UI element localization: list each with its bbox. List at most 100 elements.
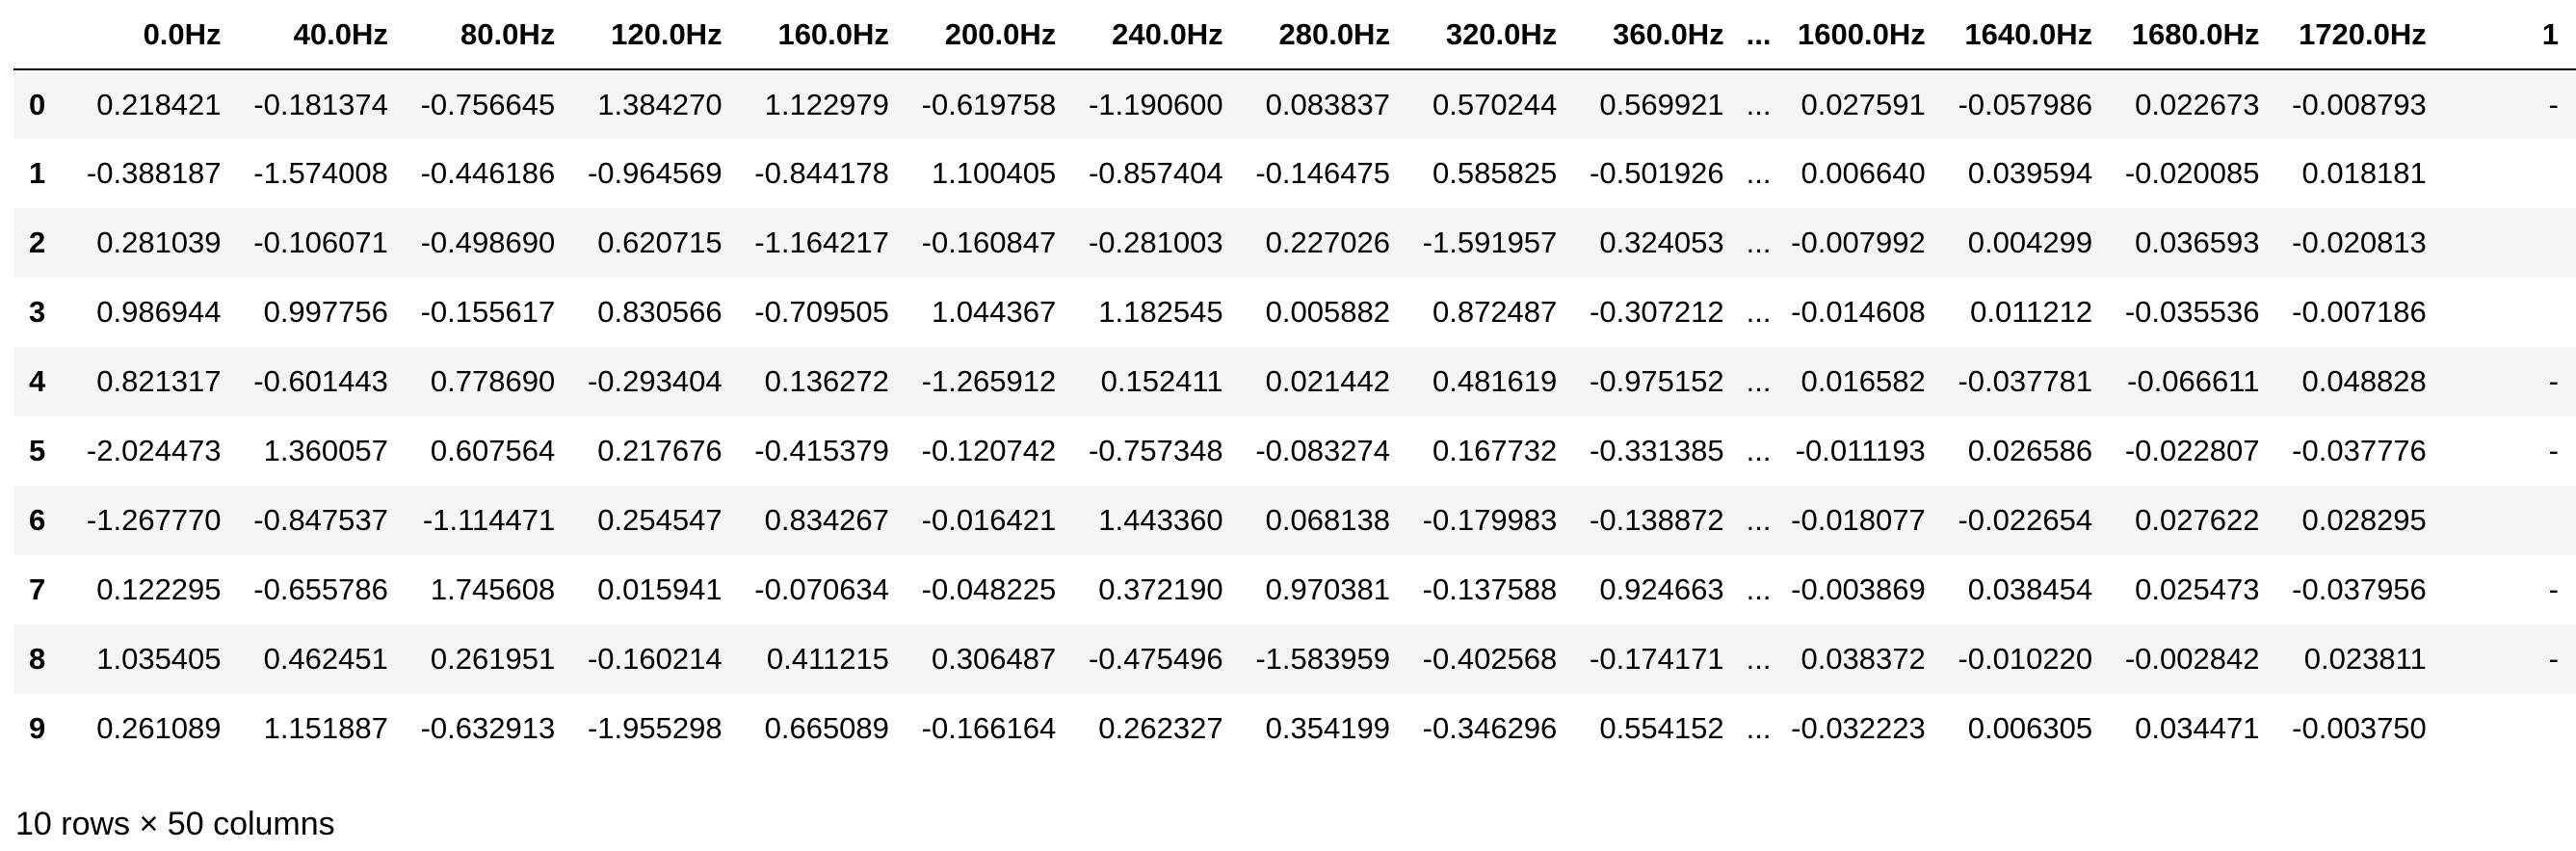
row-index: 5 — [29, 434, 46, 467]
truncated-cell: - — [2443, 347, 2576, 416]
header-row: 0.0Hz 40.0Hz 80.0Hz 120.0Hz 160.0Hz 200.0Hz 24… — [13, 0, 2576, 70]
table-row: 2 0.281039 -0.106071 -0.498690 0.620715 -1.16… — [13, 208, 2576, 278]
table-cell: 0.152411 — [1073, 347, 1241, 416]
table-cell: 0.997756 — [263, 295, 388, 329]
table-cell: -0.402568 — [1406, 625, 1575, 694]
table-cell: -0.709505 — [754, 295, 889, 329]
table-cell: -0.155617 — [420, 295, 556, 329]
table-cell: 1.443360 — [1073, 486, 1241, 555]
table-cell: 0.122295 — [96, 572, 222, 606]
table-cell: -0.020085 — [2124, 156, 2260, 190]
row-index: 7 — [29, 572, 46, 606]
table-cell: -0.007186 — [2292, 295, 2427, 329]
table-cell: -0.016421 — [906, 486, 1074, 555]
table-cell: 0.006305 — [1967, 711, 2093, 745]
table-cell: 0.027622 — [2110, 486, 2277, 555]
table-cell: -0.010220 — [1942, 625, 2111, 694]
table-cell: 0.411215 — [739, 625, 907, 694]
table-cell: 0.970381 — [1265, 572, 1390, 606]
table-cell: -0.022807 — [2124, 434, 2260, 467]
table-cell: 0.217676 — [597, 434, 723, 467]
table-cell: -0.011193 — [1795, 434, 1926, 467]
table-cell: -0.003869 — [1791, 572, 1926, 606]
table-cell: 0.821317 — [71, 347, 239, 416]
table-cell: 0.005882 — [1265, 295, 1390, 329]
row-index: 8 — [13, 625, 72, 694]
index-header — [13, 0, 72, 70]
table-cell: 0.281039 — [71, 208, 239, 278]
table-cell: -0.002842 — [2110, 625, 2277, 694]
table-cell: -0.964569 — [587, 156, 723, 190]
table-cell: -0.037781 — [1942, 347, 2111, 416]
table-header: 0.0Hz 40.0Hz 80.0Hz 120.0Hz 160.0Hz 200.0Hz 24… — [13, 0, 2576, 70]
table-cell: -0.146475 — [1255, 156, 1390, 190]
table-cell: -1.574008 — [253, 156, 388, 190]
table-cell: -0.501926 — [1590, 156, 1724, 190]
truncated-cell — [2443, 208, 2576, 278]
table-cell: 0.218421 — [71, 69, 239, 139]
table-cell: -0.388187 — [86, 156, 222, 190]
ellipsis-cell: ... — [1746, 434, 1772, 467]
table-cell: -1.591957 — [1406, 208, 1575, 278]
table-cell: -1.164217 — [739, 208, 907, 278]
table-cell: 0.872487 — [1432, 295, 1558, 329]
table-cell: 1.182545 — [1098, 295, 1223, 329]
table-cell: -0.032223 — [1791, 711, 1926, 745]
ellipsis-cell: ... — [1741, 347, 1776, 416]
table-cell: 0.028295 — [2276, 486, 2444, 555]
ellipsis-cell: ... — [1741, 486, 1776, 555]
ellipsis-cell: ... — [1746, 156, 1772, 190]
ellipsis-cell: ... — [1741, 208, 1776, 278]
table-cell: -2.024473 — [86, 434, 222, 467]
table-cell: 0.570244 — [1406, 69, 1575, 139]
table-cell: 0.324053 — [1574, 208, 1742, 278]
table-cell: 0.036593 — [2110, 208, 2277, 278]
column-header: 120.0Hz — [572, 0, 740, 70]
column-header: 1600.0Hz — [1775, 0, 1943, 70]
column-header: 80.0Hz — [405, 0, 573, 70]
table-cell: -0.020813 — [2276, 208, 2444, 278]
table-cell: 0.004299 — [1942, 208, 2111, 278]
row-index: 2 — [13, 208, 72, 278]
table-row: 8 1.035405 0.462451 0.261951 -0.160214 0.4112… — [13, 625, 2576, 694]
table-cell: -0.035536 — [2124, 295, 2260, 329]
table-row: 3 0.986944 0.997756 -0.155617 0.830566 -0.709… — [13, 278, 2576, 347]
table-cell: 0.262327 — [1098, 711, 1223, 745]
table-body: 0 0.218421 -0.181374 -0.756645 1.384270 1.122… — [13, 69, 2576, 763]
table-cell: 0.038454 — [1967, 572, 2093, 606]
row-index: 4 — [13, 347, 72, 416]
table-cell: 0.048828 — [2276, 347, 2444, 416]
table-cell: -0.619758 — [906, 69, 1074, 139]
truncated-cell — [2444, 694, 2576, 763]
table-cell: -0.632913 — [420, 711, 556, 745]
truncated-cell: - — [2443, 625, 2576, 694]
table-cell: -0.014608 — [1791, 295, 1926, 329]
table-cell: 0.021442 — [1240, 347, 1407, 416]
table-cell: -0.293404 — [572, 347, 740, 416]
table-row: 1 -0.388187 -1.574008 -0.446186 -0.964569 -0.… — [13, 139, 2576, 208]
table-cell: 1.044367 — [931, 295, 1057, 329]
table-cell: -0.181374 — [238, 69, 406, 139]
table-cell: -0.446186 — [420, 156, 556, 190]
table-cell: 0.034471 — [2135, 711, 2260, 745]
table-cell: 0.018181 — [2301, 156, 2427, 190]
table-cell: -0.083274 — [1255, 434, 1390, 467]
row-index: 1 — [29, 156, 46, 190]
table-cell: -0.281003 — [1073, 208, 1241, 278]
truncated-cell — [2443, 486, 2576, 555]
column-header: 1640.0Hz — [1942, 0, 2111, 70]
table-cell: -0.057986 — [1942, 69, 2111, 139]
table-cell: -0.844178 — [754, 156, 889, 190]
truncated-column-header: 1 — [2443, 0, 2576, 70]
table-cell: 0.372190 — [1098, 572, 1223, 606]
table-cell: 0.354199 — [1265, 711, 1390, 745]
ellipsis-cell: ... — [1741, 625, 1776, 694]
table-cell: 0.038372 — [1775, 625, 1943, 694]
table-cell: -0.003750 — [2292, 711, 2427, 745]
table-cell: 1.384270 — [572, 69, 740, 139]
table-cell: -0.022654 — [1942, 486, 2111, 555]
table-cell: 1.035405 — [71, 625, 239, 694]
table-cell: 1.122979 — [739, 69, 907, 139]
table-cell: 1.151887 — [263, 711, 388, 745]
